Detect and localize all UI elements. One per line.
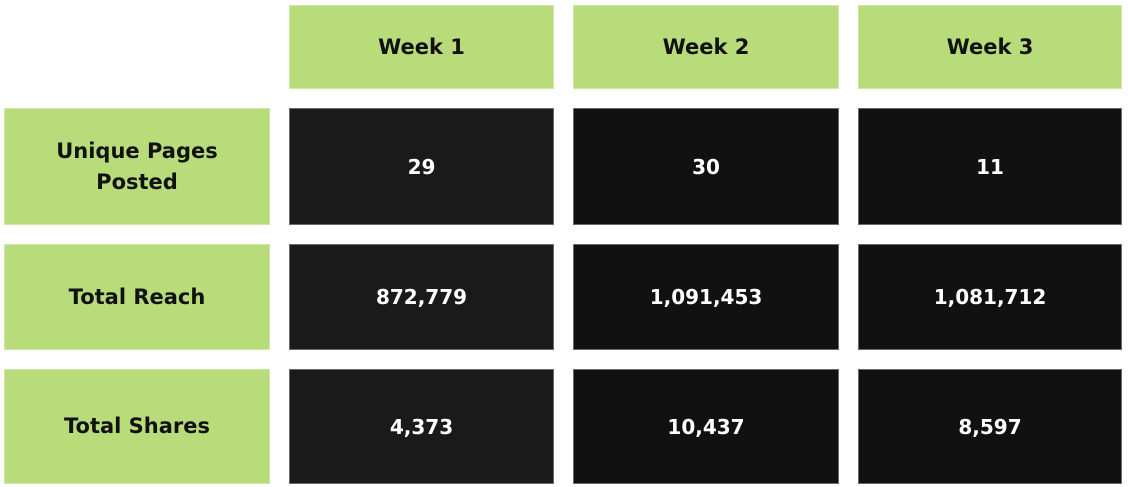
table-cell: 4,373: [289, 369, 554, 484]
table-cell: 11: [858, 108, 1122, 225]
row-label-text: Unique Pages Posted: [56, 138, 218, 194]
column-header-week-1: Week 1: [289, 5, 554, 89]
table-cell: 10,437: [573, 369, 839, 484]
row-label-total-shares: Total Shares: [4, 369, 270, 484]
table-cell: 29: [289, 108, 554, 225]
column-header-week-3: Week 3: [858, 5, 1122, 89]
row-label-unique-pages: Unique Pages Posted: [4, 108, 270, 225]
column-header-week-2: Week 2: [573, 5, 839, 89]
table-cell: 1,081,712: [858, 244, 1122, 350]
table-cell: 872,779: [289, 244, 554, 350]
table-cell: 30: [573, 108, 839, 225]
row-label-total-reach: Total Reach: [4, 244, 270, 350]
table-cell: 1,091,453: [573, 244, 839, 350]
table-cell: 8,597: [858, 369, 1122, 484]
